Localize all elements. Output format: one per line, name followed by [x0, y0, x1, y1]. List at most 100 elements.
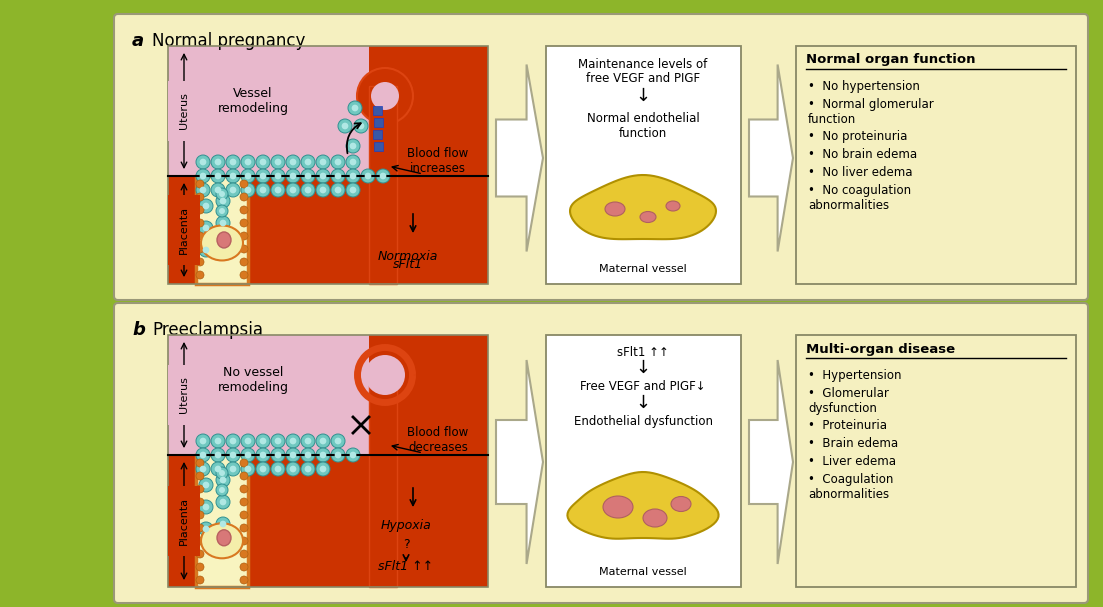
Circle shape [203, 203, 210, 209]
Circle shape [215, 438, 222, 444]
Circle shape [290, 158, 297, 165]
Circle shape [275, 158, 281, 165]
Circle shape [346, 183, 360, 197]
Text: •  No hypertension: • No hypertension [808, 80, 920, 93]
Circle shape [216, 473, 231, 487]
Circle shape [365, 172, 372, 179]
Circle shape [219, 242, 226, 248]
Circle shape [290, 452, 297, 458]
Circle shape [301, 183, 315, 197]
Circle shape [331, 434, 345, 448]
Ellipse shape [671, 497, 690, 512]
Ellipse shape [201, 225, 243, 260]
Circle shape [240, 258, 248, 266]
Circle shape [286, 183, 300, 197]
Circle shape [304, 172, 311, 179]
Circle shape [286, 462, 300, 476]
Bar [374, 142, 383, 151]
Circle shape [219, 191, 225, 197]
Text: Vessel
remodeling: Vessel remodeling [217, 87, 289, 115]
Circle shape [200, 438, 206, 444]
Circle shape [256, 462, 270, 476]
Circle shape [229, 186, 236, 194]
Circle shape [342, 123, 349, 129]
Circle shape [331, 183, 345, 197]
Circle shape [216, 484, 228, 496]
Circle shape [240, 472, 248, 480]
Circle shape [211, 434, 225, 448]
Circle shape [200, 158, 206, 165]
Circle shape [240, 462, 255, 476]
Text: •  Normal glomerular
function: • Normal glomerular function [808, 98, 934, 126]
Circle shape [196, 563, 204, 571]
Circle shape [334, 186, 341, 194]
Text: Multi-organ disease: Multi-organ disease [806, 342, 955, 356]
Circle shape [271, 448, 285, 462]
Ellipse shape [666, 201, 681, 211]
Circle shape [196, 434, 210, 448]
Ellipse shape [201, 523, 243, 558]
Circle shape [216, 216, 231, 230]
Circle shape [331, 169, 345, 183]
Polygon shape [749, 360, 793, 564]
Text: Normal endothelial
function: Normal endothelial function [587, 112, 699, 140]
Circle shape [196, 180, 204, 188]
Circle shape [245, 438, 251, 444]
Circle shape [200, 452, 206, 458]
Text: Blood flow
decreases: Blood flow decreases [407, 426, 469, 454]
Text: ?: ? [403, 538, 409, 552]
Text: sFlt1 ↑↑: sFlt1 ↑↑ [617, 347, 668, 359]
Circle shape [271, 169, 285, 183]
Circle shape [304, 466, 311, 472]
Circle shape [226, 448, 240, 462]
Circle shape [211, 169, 225, 183]
Ellipse shape [603, 496, 633, 518]
Circle shape [275, 186, 281, 194]
Circle shape [240, 511, 248, 519]
Bar [546, 335, 741, 587]
Circle shape [361, 169, 375, 183]
Circle shape [240, 550, 248, 558]
Circle shape [286, 434, 300, 448]
Bar [168, 176, 488, 284]
Circle shape [226, 434, 240, 448]
Circle shape [240, 245, 248, 253]
Circle shape [219, 220, 226, 226]
Circle shape [219, 470, 225, 476]
Circle shape [196, 206, 204, 214]
Circle shape [331, 448, 345, 462]
Circle shape [271, 155, 285, 169]
Circle shape [240, 155, 255, 169]
Circle shape [290, 172, 297, 179]
Circle shape [199, 522, 213, 536]
Bar [168, 335, 488, 455]
Circle shape [301, 448, 315, 462]
Circle shape [219, 198, 226, 205]
Circle shape [211, 462, 225, 476]
Circle shape [286, 169, 300, 183]
Circle shape [245, 158, 251, 165]
Circle shape [240, 576, 248, 584]
Bar [196, 176, 248, 284]
Circle shape [331, 155, 345, 169]
Circle shape [199, 221, 213, 235]
Ellipse shape [640, 211, 656, 223]
FancyBboxPatch shape [114, 303, 1088, 603]
Text: a: a [132, 32, 144, 50]
Circle shape [371, 82, 399, 110]
Circle shape [219, 521, 226, 527]
Circle shape [240, 563, 248, 571]
Circle shape [219, 208, 225, 214]
Circle shape [259, 158, 266, 165]
Circle shape [203, 225, 210, 231]
Circle shape [196, 448, 210, 462]
Circle shape [216, 238, 231, 252]
Circle shape [245, 466, 251, 472]
Circle shape [271, 183, 285, 197]
Bar [373, 130, 382, 139]
Text: Free VEGF and PIGF↓: Free VEGF and PIGF↓ [580, 381, 706, 393]
Circle shape [304, 438, 311, 444]
Circle shape [271, 434, 285, 448]
Text: Normal organ function: Normal organ function [806, 53, 975, 67]
Circle shape [199, 199, 213, 213]
